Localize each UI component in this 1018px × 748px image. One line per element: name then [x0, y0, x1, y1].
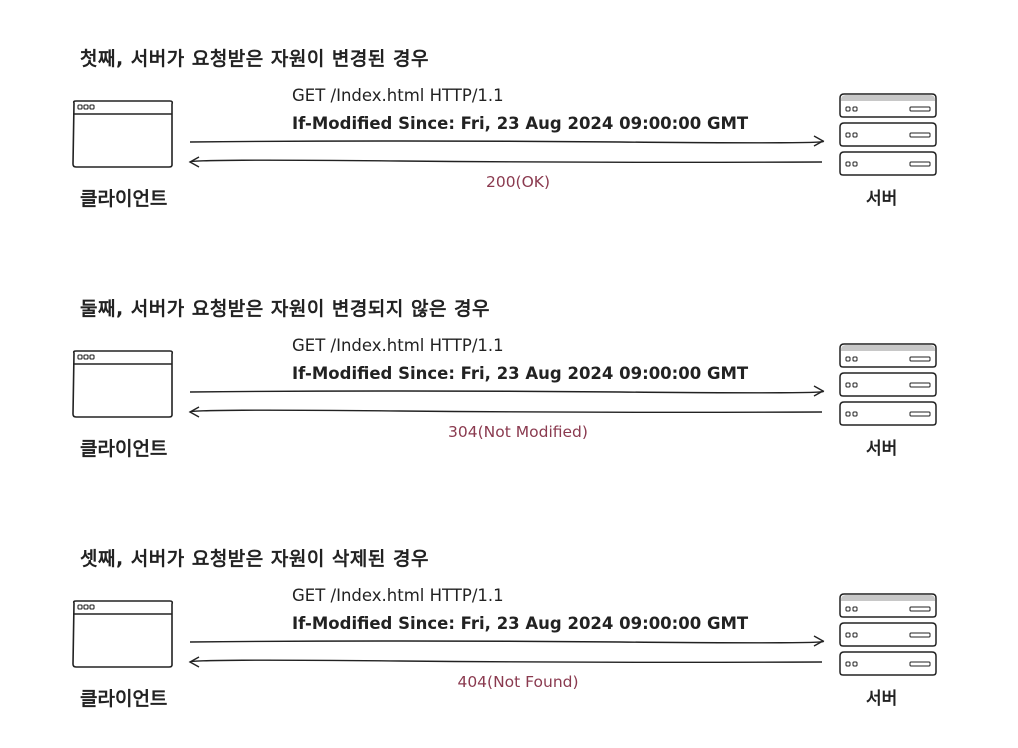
server-rack-icon [839, 593, 937, 676]
request-arrow [189, 635, 825, 647]
scenario-deleted: 셋째, 서버가 요청받은 자원이 삭제된 경우 클라이언트 GET /Index… [0, 544, 1018, 744]
server-rack-icon [839, 93, 937, 176]
client-label: 클라이언트 [80, 438, 168, 460]
client-label: 클라이언트 [80, 188, 168, 210]
scenario-modified: 첫째, 서버가 요청받은 자원이 변경된 경우 클라이언트 GET /Index… [0, 44, 1018, 244]
request-header: If-Modified Since: Fri, 23 Aug 2024 09:0… [292, 114, 749, 133]
response-arrow [188, 406, 823, 418]
request-header: If-Modified Since: Fri, 23 Aug 2024 09:0… [292, 614, 749, 633]
server-label: 서버 [866, 189, 898, 209]
browser-window-icon [72, 100, 174, 168]
response-arrow [188, 156, 823, 168]
scenario-heading: 둘째, 서버가 요청받은 자원이 변경되지 않은 경우 [80, 298, 491, 320]
response-status: 304(Not Modified) [448, 423, 588, 441]
request-arrow [189, 385, 825, 397]
browser-window-icon [72, 350, 174, 418]
request-arrow [189, 135, 825, 147]
server-label: 서버 [866, 439, 898, 459]
response-arrow [188, 656, 823, 668]
scenario-heading: 셋째, 서버가 요청받은 자원이 삭제된 경우 [80, 548, 429, 570]
browser-window-icon [72, 600, 174, 668]
server-rack-icon [839, 343, 937, 426]
scenario-heading: 첫째, 서버가 요청받은 자원이 변경된 경우 [80, 48, 429, 70]
response-status: 200(OK) [485, 173, 551, 191]
request-line: GET /Index.html HTTP/1.1 [292, 586, 504, 605]
request-line: GET /Index.html HTTP/1.1 [292, 336, 504, 355]
scenario-not-modified: 둘째, 서버가 요청받은 자원이 변경되지 않은 경우 클라이언트 GET /I… [0, 294, 1018, 494]
request-header: If-Modified Since: Fri, 23 Aug 2024 09:0… [292, 364, 749, 383]
server-label: 서버 [866, 689, 898, 709]
client-label: 클라이언트 [80, 688, 168, 710]
response-status: 404(Not Found) [457, 673, 579, 691]
request-line: GET /Index.html HTTP/1.1 [292, 86, 504, 105]
